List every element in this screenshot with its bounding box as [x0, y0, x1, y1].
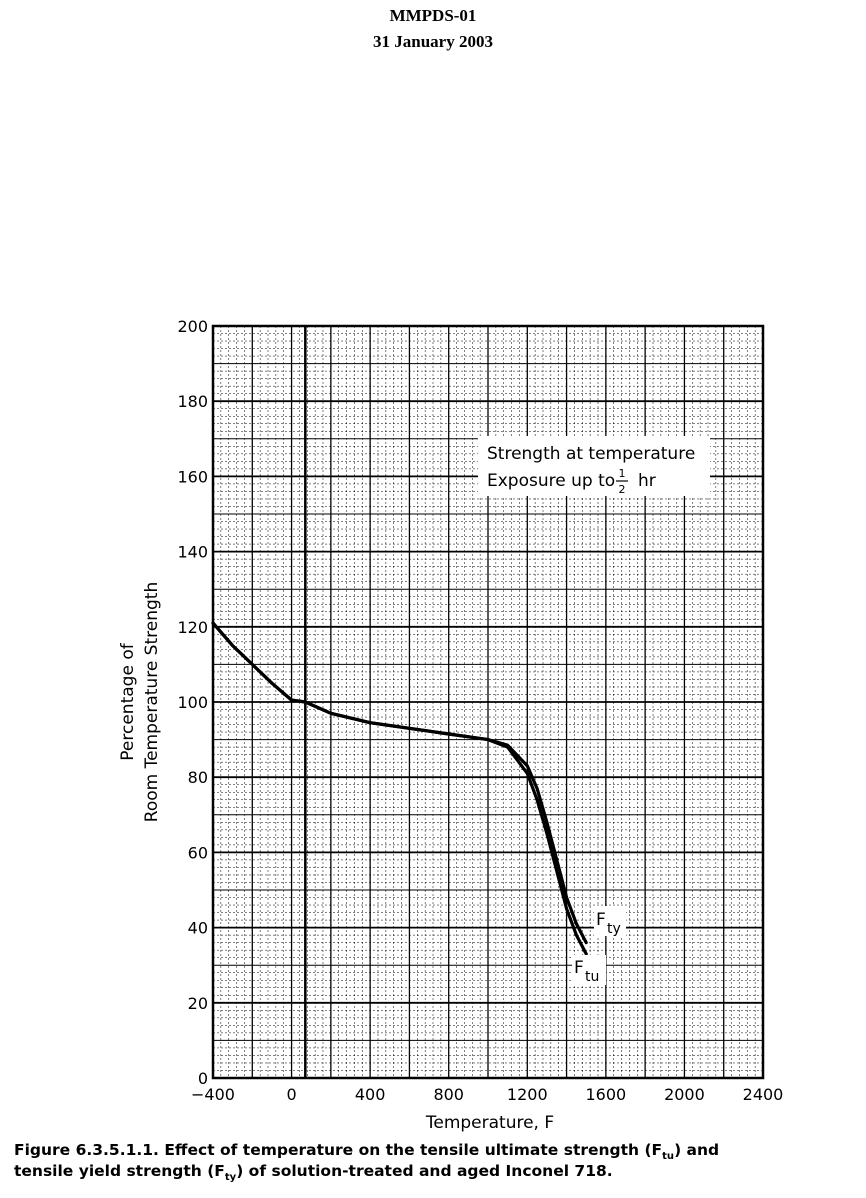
annotation-background: [478, 436, 710, 496]
series-label-fty: F ty: [594, 906, 626, 937]
y-tick-label: 100: [177, 693, 208, 712]
x-tick-label: 2000: [664, 1085, 705, 1104]
series-label-ftu: F tu: [572, 955, 606, 985]
x-tick-labels: −400 0 400 800 1200 1600 2000 2400: [191, 1085, 783, 1104]
series-line-ftu: [211, 621, 588, 956]
x-tick-label: 2400: [743, 1085, 784, 1104]
caption-text-1: Figure 6.3.5.1.1. Effect of temperature …: [14, 1141, 663, 1159]
caption-text-2: ) and: [674, 1141, 720, 1159]
document-id: MMPDS-01: [389, 6, 477, 25]
y-tick-label: 80: [188, 768, 208, 787]
series-label-ftu-background: [572, 955, 606, 985]
document-date: 31 January 2003: [373, 32, 493, 51]
y-tick-label: 160: [177, 467, 208, 486]
y-axis-title: Percentage of Room Temperature Strength: [118, 582, 162, 822]
figure-caption-line2: tensile yield strength (Fty) of solution…: [14, 1161, 854, 1188]
y-tick-label: 140: [177, 543, 208, 562]
series-label-fty-main: F: [596, 910, 606, 930]
y-tick-label: 20: [188, 994, 208, 1013]
x-tick-label: 800: [433, 1085, 464, 1104]
y-tick-label: 60: [188, 843, 208, 862]
y-tick-label: 200: [177, 317, 208, 336]
x-tick-label: −400: [191, 1085, 235, 1104]
caption-sub-tu: tu: [662, 1151, 675, 1163]
annotation-line2-suffix: hr: [638, 471, 656, 491]
annotation-fraction-den: 2: [619, 483, 626, 496]
annotation-line1: Strength at temperature: [487, 444, 695, 464]
x-tick-label: 400: [355, 1085, 386, 1104]
y-tick-labels: 0 20 40 60 80 100 120 140 160 180 200: [177, 317, 208, 1088]
series-label-ftu-sub: tu: [585, 969, 599, 985]
y-tick-label: 0: [198, 1069, 208, 1088]
caption-text-4: ) of solution-treated and aged Inconel 7…: [236, 1162, 613, 1180]
annotation-fraction-num: 1: [619, 467, 626, 480]
figure-caption-line1: Figure 6.3.5.1.1. Effect of temperature …: [14, 1140, 854, 1167]
annotation-line2-prefix: Exposure up to: [487, 471, 615, 491]
series-label-ftu-main: F: [574, 958, 584, 978]
x-tick-label: 0: [286, 1085, 296, 1104]
series-lines: [211, 621, 588, 956]
x-tick-label: 1200: [507, 1085, 548, 1104]
x-axis-title: Temperature, F: [425, 1113, 554, 1133]
plot-frame: [211, 324, 765, 1080]
y-axis-title-line1: Percentage of: [118, 642, 138, 760]
caption-text-3: tensile yield strength (F: [14, 1162, 225, 1180]
caption-sub-ty: ty: [224, 1172, 237, 1184]
annotation: Strength at temperature Exposure up to 1…: [478, 436, 710, 496]
y-tick-label: 180: [177, 392, 208, 411]
y-tick-label: 120: [177, 618, 208, 637]
y-axis-title-line2: Room Temperature Strength: [142, 582, 162, 822]
y-tick-label: 40: [188, 919, 208, 938]
series-label-fty-sub: ty: [607, 921, 621, 937]
series-label-fty-background: [594, 906, 626, 936]
x-tick-label: 1600: [585, 1085, 626, 1104]
